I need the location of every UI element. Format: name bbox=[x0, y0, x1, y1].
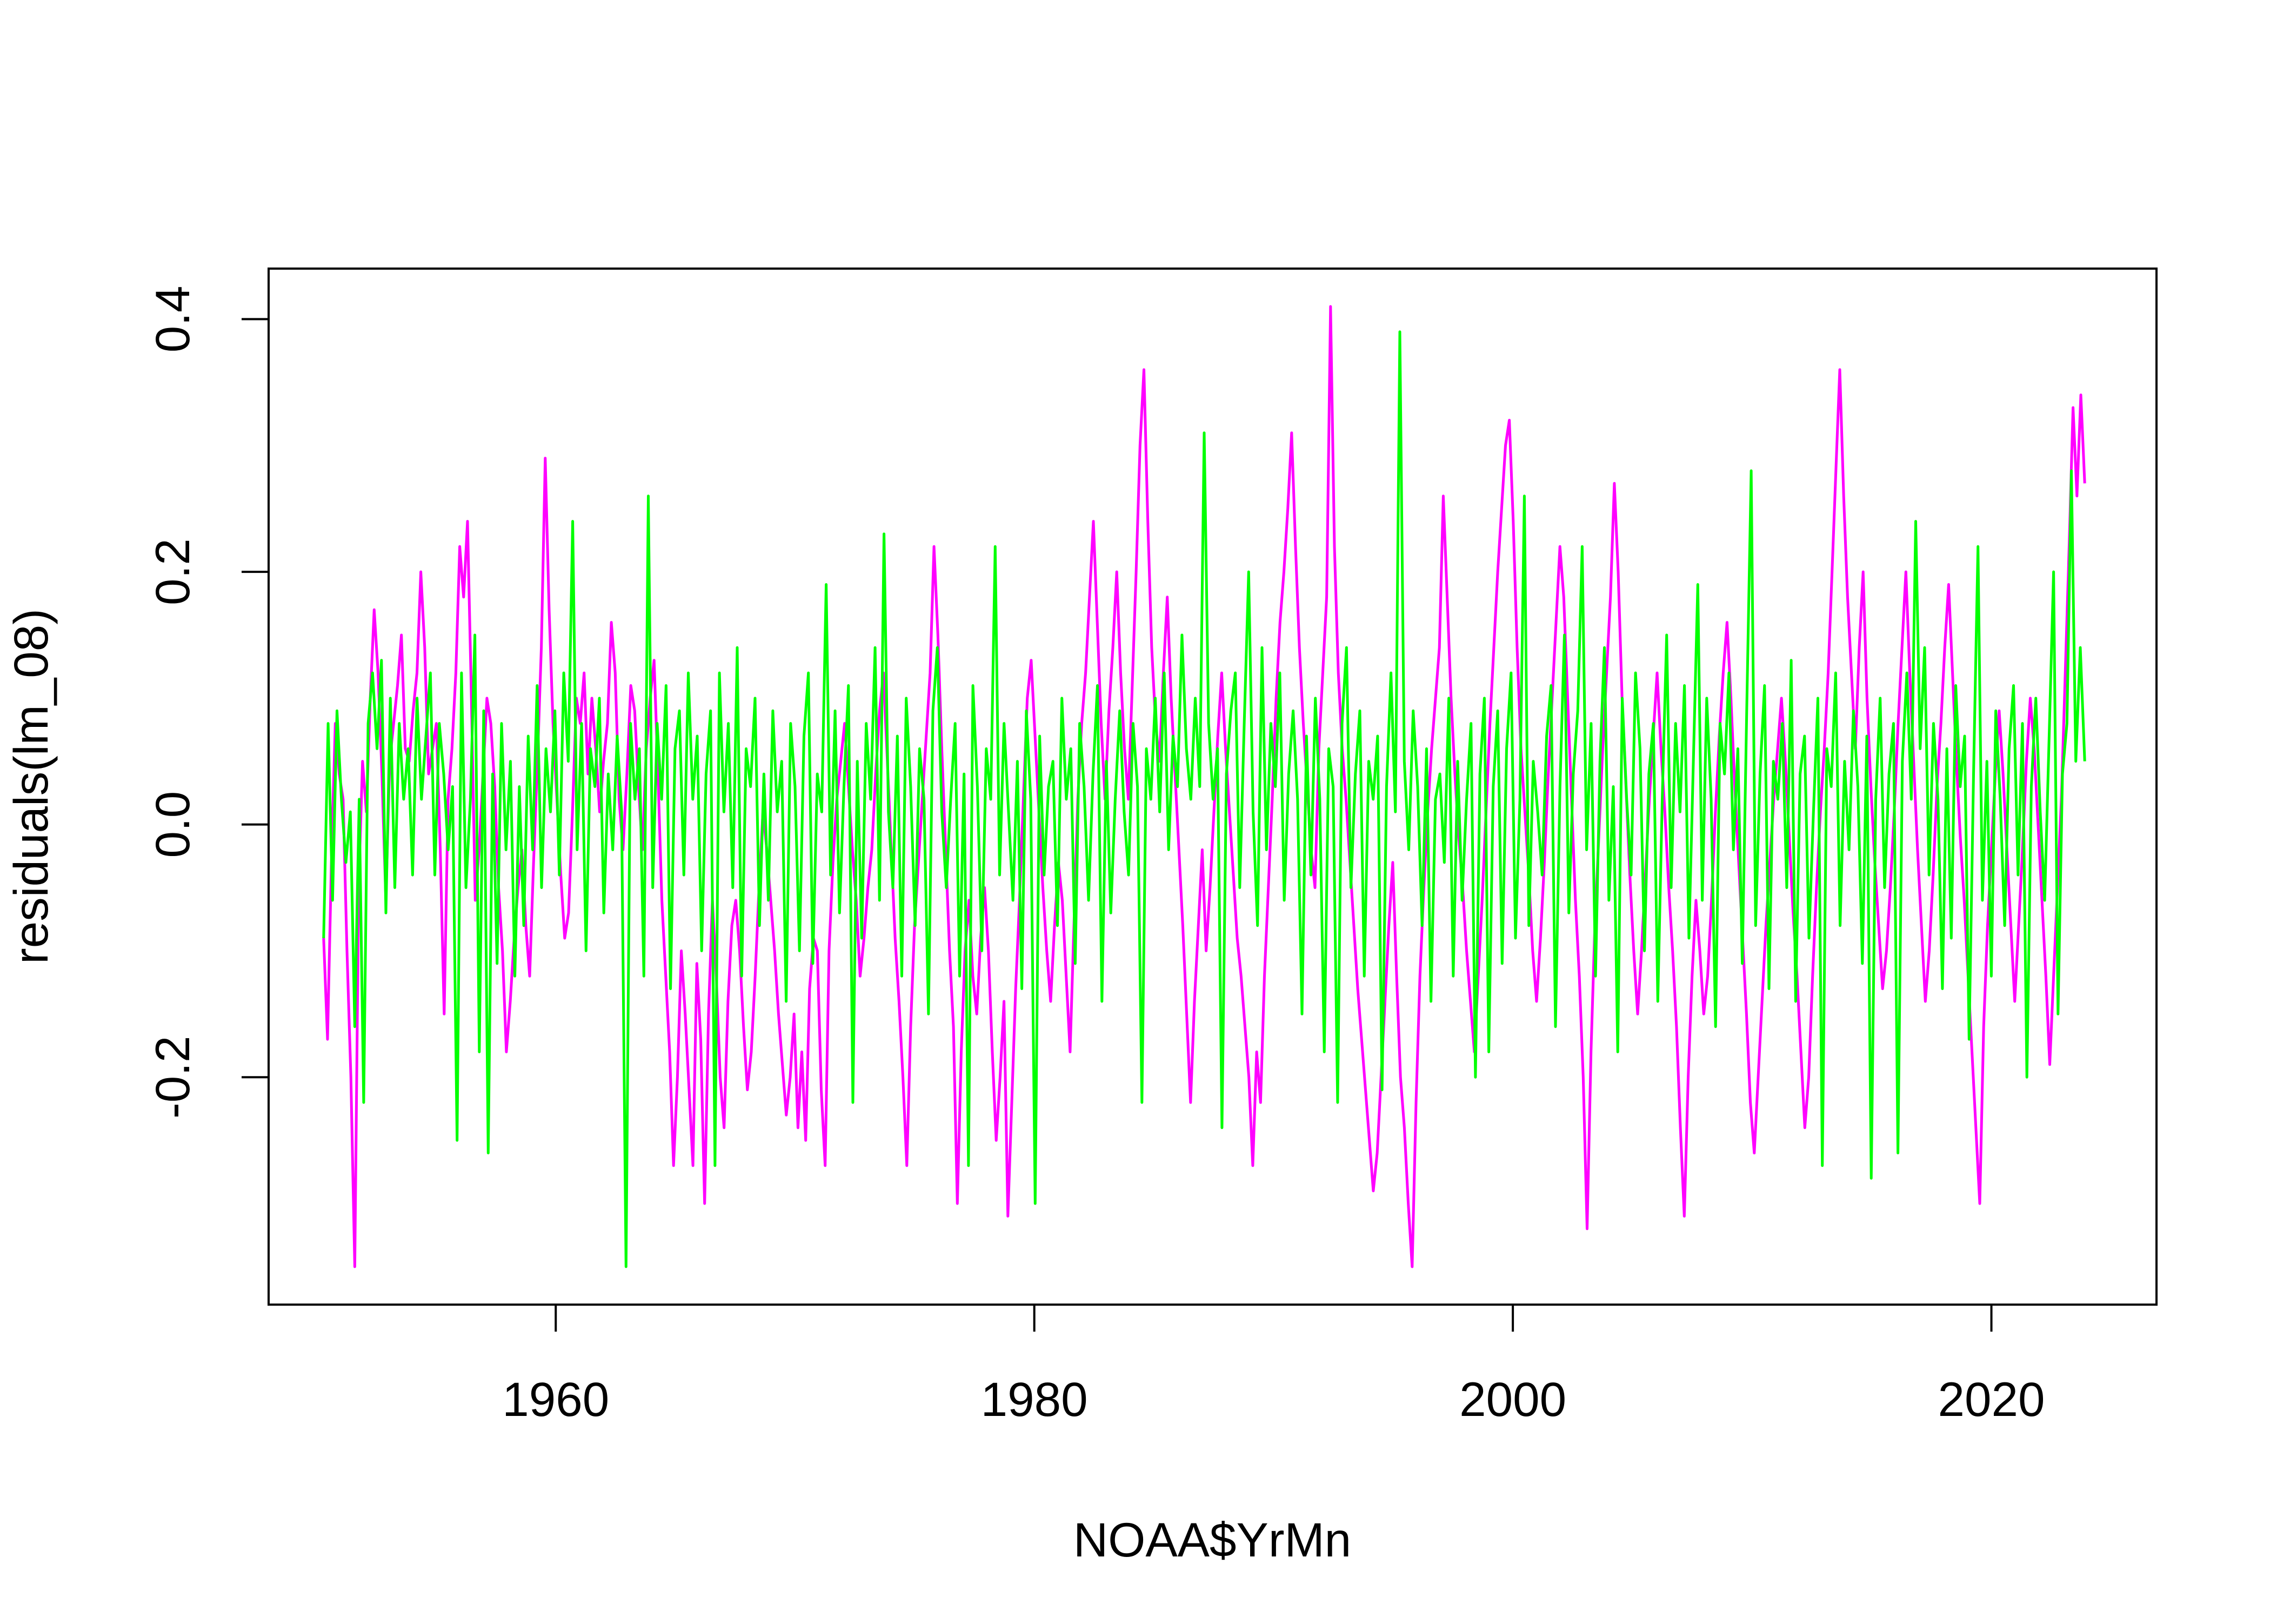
y-tick-label: 0.0 bbox=[145, 791, 199, 858]
y-axis-title: residuals(lm_08) bbox=[4, 609, 58, 964]
y-tick-label: 0.4 bbox=[145, 286, 199, 353]
y-axis: -0.2 0.0 0.2 0.4 bbox=[145, 286, 270, 1119]
x-tick-label: 2000 bbox=[1459, 1372, 1566, 1426]
x-axis: 1960 1980 2000 2020 bbox=[502, 1304, 2045, 1426]
y-tick-label: -0.2 bbox=[145, 1036, 199, 1119]
x-tick-label: 2020 bbox=[1938, 1372, 2045, 1426]
x-axis-title: NOAA$YrMn bbox=[1073, 1513, 1351, 1567]
series-line-2 bbox=[322, 330, 2086, 1268]
y-tick-label: 0.2 bbox=[145, 538, 199, 605]
x-tick-label: 1980 bbox=[981, 1372, 1088, 1426]
series-layer bbox=[322, 305, 2086, 1268]
x-tick-label: 1960 bbox=[502, 1372, 609, 1426]
